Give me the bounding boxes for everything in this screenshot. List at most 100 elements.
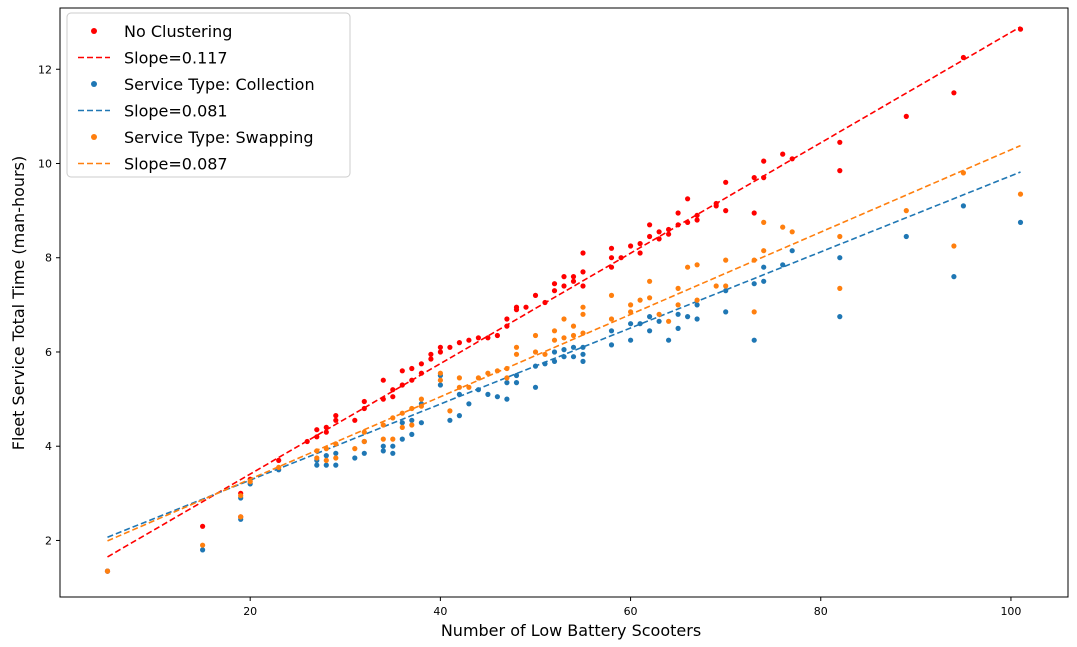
data-point [751, 210, 757, 216]
data-point [504, 375, 510, 381]
series-3 [107, 171, 1021, 538]
data-point [656, 311, 662, 317]
data-point [314, 462, 320, 468]
data-point [580, 311, 586, 317]
data-point [333, 462, 339, 468]
data-point [551, 349, 558, 355]
data-point [428, 351, 434, 357]
data-point [647, 278, 653, 284]
data-point [238, 514, 244, 520]
data-point [580, 269, 586, 275]
data-point [456, 413, 462, 419]
data-point [656, 318, 662, 324]
data-point [761, 248, 767, 254]
y-tick-label: 12 [38, 63, 52, 76]
data-point [409, 431, 415, 437]
data-point [399, 368, 405, 374]
legend-label: No Clustering [124, 22, 232, 41]
ticks-layer: 20 40 60 80 100 2 4 6 8 10 12 [38, 63, 1021, 618]
x-tick-label: 60 [624, 605, 638, 618]
data-point [542, 351, 548, 357]
data-point [666, 231, 672, 237]
data-point [723, 283, 729, 289]
data-point [647, 233, 653, 240]
data-point [399, 436, 405, 442]
series-5 [107, 144, 1021, 542]
data-point [694, 212, 700, 218]
data-point [447, 408, 453, 414]
data-point [761, 158, 767, 164]
data-point [666, 318, 672, 324]
data-point [200, 542, 206, 548]
data-point [637, 297, 643, 303]
data-point [523, 304, 529, 310]
data-point [570, 354, 577, 360]
data-point [580, 250, 586, 256]
data-point [409, 417, 415, 423]
data-point [723, 179, 729, 185]
data-point [352, 446, 358, 452]
data-point [551, 358, 558, 364]
data-point [513, 372, 520, 379]
data-point [447, 417, 453, 423]
data-point [380, 377, 386, 383]
data-point [485, 335, 491, 341]
data-point [685, 264, 691, 270]
y-tick-label: 4 [45, 440, 52, 453]
data-point [666, 337, 672, 343]
data-point [837, 285, 843, 291]
data-point [361, 450, 367, 456]
data-point [447, 344, 453, 350]
data-point [390, 436, 396, 442]
data-point [561, 283, 567, 289]
data-point [761, 219, 767, 225]
data-point [323, 457, 329, 463]
data-point [675, 325, 681, 331]
data-point [551, 337, 558, 343]
data-point [380, 436, 386, 442]
data-point [361, 429, 367, 435]
data-point [323, 453, 329, 459]
data-point [200, 523, 206, 529]
data-point [685, 314, 691, 320]
y-axis-label: Fleet Service Total Time (man-hours) [9, 156, 28, 450]
data-point [437, 344, 443, 350]
data-point [104, 568, 111, 574]
data-point [466, 384, 472, 390]
legend-marker [91, 134, 97, 140]
data-point [399, 382, 405, 388]
data-point [647, 328, 653, 334]
legend-label: Slope=0.087 [124, 155, 228, 174]
data-point [675, 311, 681, 317]
data-point [333, 413, 339, 419]
plot-frame [59, 7, 1069, 598]
data-point [532, 384, 539, 390]
data-point [608, 316, 615, 322]
data-point [437, 382, 443, 388]
data-point [960, 203, 967, 209]
data-point [561, 347, 567, 353]
data-point [1017, 191, 1024, 197]
data-point [951, 90, 957, 96]
data-point [409, 422, 415, 428]
data-point [437, 370, 443, 376]
data-point [200, 547, 206, 553]
data-point [456, 375, 462, 381]
data-point [561, 316, 567, 322]
data-point [675, 302, 681, 308]
data-point [390, 450, 396, 456]
data-point [628, 321, 634, 327]
legend-label: Service Type: Collection [124, 75, 315, 94]
data-point [532, 292, 539, 298]
data-point [380, 448, 386, 454]
data-point [352, 455, 358, 461]
x-tick-label: 100 [1000, 605, 1021, 618]
data-point [751, 281, 757, 287]
data-point [513, 380, 520, 386]
legend-label: Slope=0.117 [124, 49, 228, 68]
legend-label: Slope=0.081 [124, 102, 228, 121]
data-point [238, 493, 244, 499]
y-tick-label: 2 [45, 534, 52, 547]
data-point [551, 281, 558, 287]
